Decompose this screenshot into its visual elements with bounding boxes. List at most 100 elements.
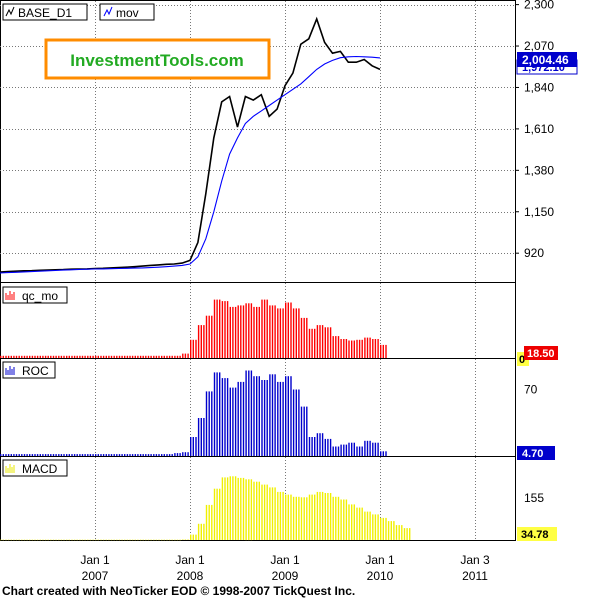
price-value-box [517,52,577,67]
legend-base-box [2,3,88,21]
qc-mo-bar [261,299,263,358]
qc-mo-bar [100,355,102,358]
macd-bar [126,539,129,541]
roc-bar [361,446,363,456]
macd-bar [277,491,279,540]
roc-bar [200,418,202,456]
roc-bar [36,454,39,456]
roc-bar [145,454,147,456]
roc-bar [47,454,49,456]
qc-mo-bar [92,355,94,358]
macd-bar [182,539,184,540]
qc-mo-bar [171,355,173,358]
macd-bar [55,539,57,541]
roc-bar [176,453,179,456]
roc-bar [166,454,168,456]
roc-bar [187,452,189,456]
macd-bar [71,539,73,541]
roc-bar [15,454,18,456]
macd-bar [10,539,12,541]
qc-mo-bar [364,337,366,358]
roc-bar [44,454,47,456]
roc-bar [356,446,358,456]
roc-bar [240,381,242,456]
qc-mo-bar [150,355,152,358]
qc-mo-bar [351,340,353,358]
roc-bar [179,453,181,456]
qc-mo-bar [15,355,18,358]
qc-mo-bar [52,355,55,358]
macd-bar [18,539,20,541]
qc-mo-bar [105,355,107,358]
roc-bar [351,442,353,456]
roc-bar [66,454,68,456]
macd-bar [398,525,400,540]
macd-bar [76,539,78,541]
qc-mo-bar [253,306,255,358]
macd-bar [166,539,168,541]
macd-bar [84,539,86,541]
macd-bar [308,494,311,540]
qc-mo-bar [240,305,242,358]
qc-mo-bar [382,344,384,358]
macd-bar [73,539,76,541]
roc-bar [13,454,15,456]
qc-mo-bar [71,355,73,358]
macd-bar [274,487,276,540]
macd-bar [121,539,123,541]
roc-bar [205,391,208,456]
roc-bar [366,440,369,456]
roc-bar [253,376,255,456]
roc-bar [358,446,361,456]
qc-mo-bar [290,302,292,358]
roc-bar [192,437,194,456]
qc-mo-bar [266,299,268,358]
macd-bar [42,539,44,541]
qc-mo-bar [118,355,121,358]
roc-bar [229,387,231,456]
qc-mo-bar [47,355,49,358]
macd-bar [60,539,63,541]
qc-mo-bar [192,339,194,359]
macd-bar [258,481,260,540]
macd-bar [348,504,350,540]
roc-bar [372,442,374,456]
roc-bar [73,454,76,456]
qc-mo-bar [113,355,115,358]
qc-mo-bar [285,302,287,358]
qc-mo-bar [129,355,131,358]
macd-bar [343,499,345,540]
roc-bar [203,418,205,456]
qc-mo-bar [158,355,160,358]
roc-bar [126,454,129,456]
roc-bar [21,454,23,456]
roc-bar [147,454,150,456]
macd-bar [358,507,361,540]
roc-bar [63,454,65,456]
macd-bar [332,496,334,540]
macd-bar [79,539,81,541]
qc-mo-bar [76,355,78,358]
roc-bar [23,454,26,456]
macd-bar [195,534,197,540]
qc-mo-bar [168,355,171,358]
roc-bar [76,454,78,456]
macd-bar [226,477,229,540]
roc-bar [171,454,173,456]
qc-mo-bar [200,325,202,358]
macd-bar [184,539,187,540]
qc-mo-bar [263,299,266,358]
roc-value-box [517,446,555,460]
qc-mo-bar [176,355,179,358]
legend-qc-label: qc_mo [22,289,58,303]
legend-macd-label: MACD [22,462,58,476]
roc-bar [97,454,99,456]
qc-mo-bar [34,355,36,358]
macd-bar [240,477,242,540]
qc-mo-bar [358,339,361,359]
x-tick-label-year: 2007 [82,569,109,583]
macd-bar [351,504,353,540]
qc-mo-bar [10,355,12,358]
legend-roc-box [2,361,56,379]
